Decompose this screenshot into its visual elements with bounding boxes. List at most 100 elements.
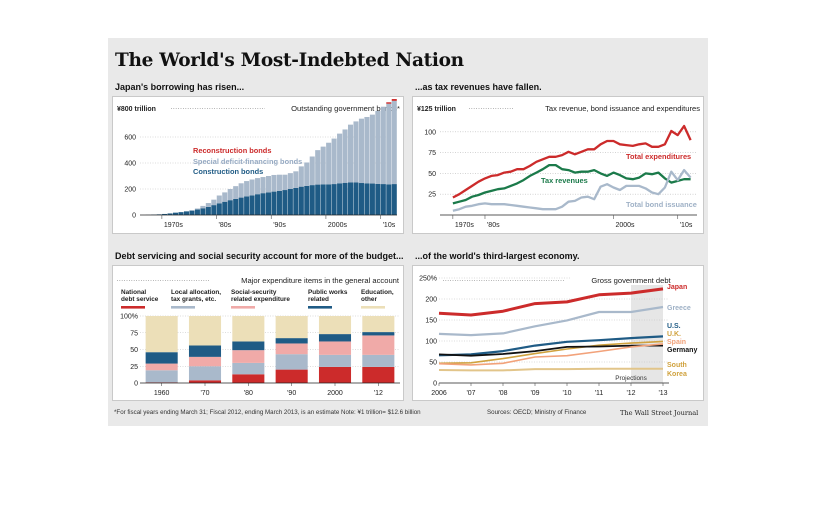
x-tick-label: 2000: [327, 390, 343, 397]
expenditure-chart-panel: Major expenditure items in the general a…: [112, 265, 404, 401]
y-tick-label: 50: [429, 360, 437, 367]
bar-segment: [173, 212, 179, 215]
x-tick-label: '12: [374, 390, 383, 397]
bar-segment: [211, 205, 217, 215]
bar-segment: [194, 208, 200, 210]
bar-segment: [275, 369, 308, 383]
x-tick-label: '90: [287, 390, 296, 397]
bar-segment: [200, 208, 206, 215]
bar-segment: [145, 316, 178, 353]
bar-segment: [347, 182, 354, 215]
bar-segment: [353, 182, 359, 215]
legend-label: Education,: [361, 289, 394, 296]
y-tick-label: 25: [428, 192, 436, 199]
bar-segment: [249, 179, 255, 196]
y-tick-label: 100: [425, 339, 437, 346]
legend-label: Local allocation,: [171, 289, 221, 296]
series-label: Japan: [667, 284, 687, 291]
legend-swatch: [361, 306, 385, 309]
y-unit-label: ¥125 trillion: [417, 106, 456, 113]
bar-segment: [337, 183, 343, 215]
bar-segment: [178, 212, 184, 215]
x-tick-label: 2000s: [328, 222, 348, 229]
bar-segment: [205, 206, 211, 215]
x-tick-label: '80s: [219, 222, 232, 229]
legend-label: other: [361, 296, 377, 303]
revenue-chart-panel: 25 50 75 100 ¥125 trillion Tax revenue, bond …: [412, 96, 704, 234]
y-unit-label: ¥800 trillion: [117, 106, 156, 113]
y-tick-label: 250%: [419, 276, 437, 283]
series-label: Construction bonds: [193, 167, 263, 176]
series-label: Reconstruction bonds: [193, 146, 271, 155]
bar-segment: [364, 183, 370, 215]
series-line: [452, 163, 691, 205]
bar-segment: [320, 146, 326, 185]
x-tick-label: '10s: [680, 222, 693, 229]
bar-segment: [318, 341, 352, 355]
series-line: [438, 287, 664, 317]
legend-label: National: [121, 289, 146, 296]
bar-segment: [275, 354, 308, 370]
y-tick-label: 150: [425, 318, 437, 325]
series-line: [438, 344, 663, 357]
bar-segment: [364, 116, 370, 184]
bar-segment: [276, 190, 282, 215]
bar-segment: [222, 201, 228, 215]
bar-segment: [287, 189, 293, 215]
y-tick-label: 200: [124, 187, 136, 194]
y-tick-label: 50: [130, 347, 138, 354]
legend-label: debt service: [121, 296, 159, 303]
series-line: [452, 124, 692, 199]
chart4-subtitle: ...of the world's third-largest economy.: [415, 251, 580, 261]
bar-segment: [358, 183, 364, 215]
bar-segment: [369, 114, 375, 184]
bar-segment: [318, 334, 352, 342]
bar-segment: [183, 211, 190, 215]
bar-segment: [244, 181, 250, 197]
x-tick-label: '11: [595, 390, 604, 397]
bar-segment: [275, 316, 308, 339]
bonds-area-chart: 0 200 400 600 ¥800 trillion Outstanding gover…: [117, 99, 400, 229]
y-tick-label: 0: [132, 213, 136, 220]
bar-segment: [342, 182, 348, 215]
bar-segment: [194, 209, 200, 215]
legend-label: Social-security: [231, 289, 277, 296]
series-label: U.K.: [667, 331, 681, 338]
series-line: [452, 168, 692, 212]
bar-segment: [232, 341, 265, 351]
bar-segment: [232, 350, 265, 363]
series-label: Total expenditures: [626, 152, 691, 161]
x-tick-label: 1970s: [455, 222, 475, 229]
bar-segment: [293, 187, 299, 215]
series-label: Special deficit-financing bonds: [193, 157, 302, 166]
projections-label: Projections: [615, 375, 647, 382]
legend-label: Public works: [308, 289, 348, 296]
bar-segment: [189, 210, 195, 215]
bar-segment: [233, 198, 239, 215]
series-label: Germany: [667, 347, 697, 354]
bar-segment: [347, 124, 354, 183]
legend-swatch: [171, 306, 195, 309]
bar-segment: [145, 363, 178, 371]
series-line: [438, 335, 664, 357]
chart3-subtitle: Debt servicing and social security accou…: [115, 251, 404, 261]
bar-segment: [391, 100, 397, 185]
legend-label: related: [308, 296, 329, 303]
series-label: Korea: [667, 371, 687, 378]
bar-segment: [375, 183, 381, 215]
bar-segment: [216, 195, 222, 204]
revenue-line-chart: 25 50 75 100 ¥125 trillion Tax revenue, bond …: [417, 104, 700, 229]
bar-segment: [205, 203, 211, 207]
bar-segment: [342, 129, 348, 183]
y-tick-label: 200: [425, 297, 437, 304]
bar-segment: [326, 142, 332, 185]
bar-segment: [232, 362, 265, 375]
y-tick-label: 75: [130, 330, 138, 337]
footnote: *For fiscal years ending March 31; Fisca…: [114, 409, 421, 416]
x-tick-label: '80: [244, 390, 253, 397]
projections-band: [631, 278, 663, 383]
bar-segment: [232, 374, 265, 383]
x-tick-label: 1970s: [164, 222, 184, 229]
bar-segment: [380, 184, 386, 215]
series-label: Total bond issuance: [626, 200, 697, 209]
